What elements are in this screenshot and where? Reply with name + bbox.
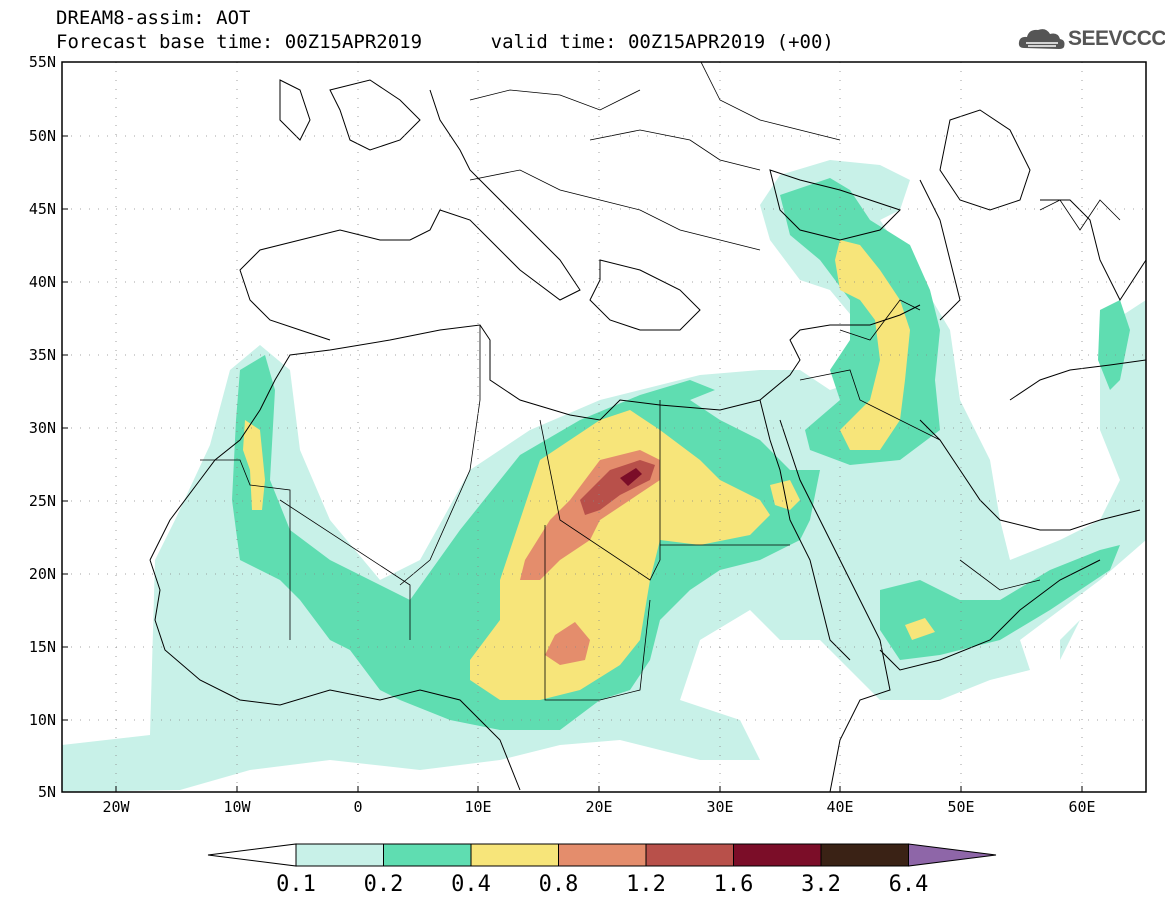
lat-label: 50N — [29, 127, 56, 145]
lat-label: 40N — [29, 273, 56, 291]
logo-text: SEEVCCC — [1068, 27, 1165, 50]
colorbar-label: 1.2 — [626, 872, 666, 897]
lat-label: 35N — [29, 346, 56, 364]
colorbar-label: 0.2 — [364, 872, 404, 897]
lon-label: 50E — [947, 798, 974, 816]
colorbar-label: 0.8 — [539, 872, 579, 897]
longitude-labels: 20W 10W 0 10E 20E 30E 40E 50E 60E — [102, 798, 1095, 816]
forecast-time-subtitle: Forecast base time: 00Z15APR2019 valid t… — [56, 31, 834, 53]
colorbar-label: 1.6 — [714, 872, 754, 897]
lat-label: 55N — [29, 53, 56, 71]
lat-label: 10N — [29, 711, 56, 729]
lat-label: 20N — [29, 565, 56, 583]
lon-label: 0 — [353, 798, 362, 816]
seevccc-logo: SEEVCCC — [1016, 22, 1165, 58]
latitude-labels: 55N 50N 45N 40N 35N 30N 25N 20N 15N 10N … — [29, 53, 56, 801]
lon-label: 40E — [826, 798, 853, 816]
colorbar-label: 0.1 — [276, 872, 316, 897]
lat-label: 5N — [38, 783, 56, 801]
colorbar-cell — [645, 843, 734, 867]
aot-band-1.6 — [620, 468, 642, 486]
colorbar-label: 0.4 — [451, 872, 491, 897]
country-borders — [200, 62, 1121, 701]
map-title: DREAM8-assim: AOT — [56, 7, 251, 29]
colorbar-cell — [733, 843, 822, 867]
lat-label: 30N — [29, 419, 56, 437]
lon-label: 60E — [1068, 798, 1095, 816]
colorbar-cell — [820, 843, 909, 867]
lat-label: 15N — [29, 638, 56, 656]
coastlines — [149, 79, 1146, 792]
lon-label: 20W — [102, 798, 130, 816]
colorbar-cell — [295, 843, 384, 867]
graticule — [62, 62, 1146, 792]
map-frame — [61, 61, 1147, 793]
colorbar-cell — [558, 843, 647, 867]
lon-label: 10W — [223, 798, 251, 816]
colorbar-cell — [383, 843, 472, 867]
lon-label: 10E — [464, 798, 491, 816]
colorbar-label: 3.2 — [801, 872, 841, 897]
colorbar: 0.1 0.2 0.4 0.8 1.2 1.6 3.2 6.4 — [207, 843, 997, 897]
colorbar-left-arrow — [207, 843, 297, 867]
cloud-logo-icon — [1018, 29, 1065, 49]
lat-label: 45N — [29, 200, 56, 218]
lon-label: 30E — [706, 798, 733, 816]
colorbar-cell — [470, 843, 559, 867]
lon-label: 20E — [585, 798, 612, 816]
axis-ticks — [62, 61, 1083, 792]
colorbar-right-arrow — [908, 843, 997, 867]
colorbar-label: 6.4 — [889, 872, 929, 897]
lat-label: 25N — [29, 492, 56, 510]
